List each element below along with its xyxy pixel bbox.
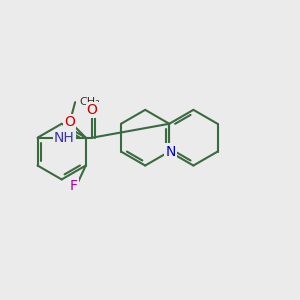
Text: O: O — [87, 103, 98, 117]
Text: F: F — [70, 179, 78, 194]
Text: CH₃: CH₃ — [80, 97, 100, 107]
Text: O: O — [64, 115, 75, 129]
Text: NH: NH — [54, 131, 75, 145]
Text: N: N — [165, 145, 176, 159]
